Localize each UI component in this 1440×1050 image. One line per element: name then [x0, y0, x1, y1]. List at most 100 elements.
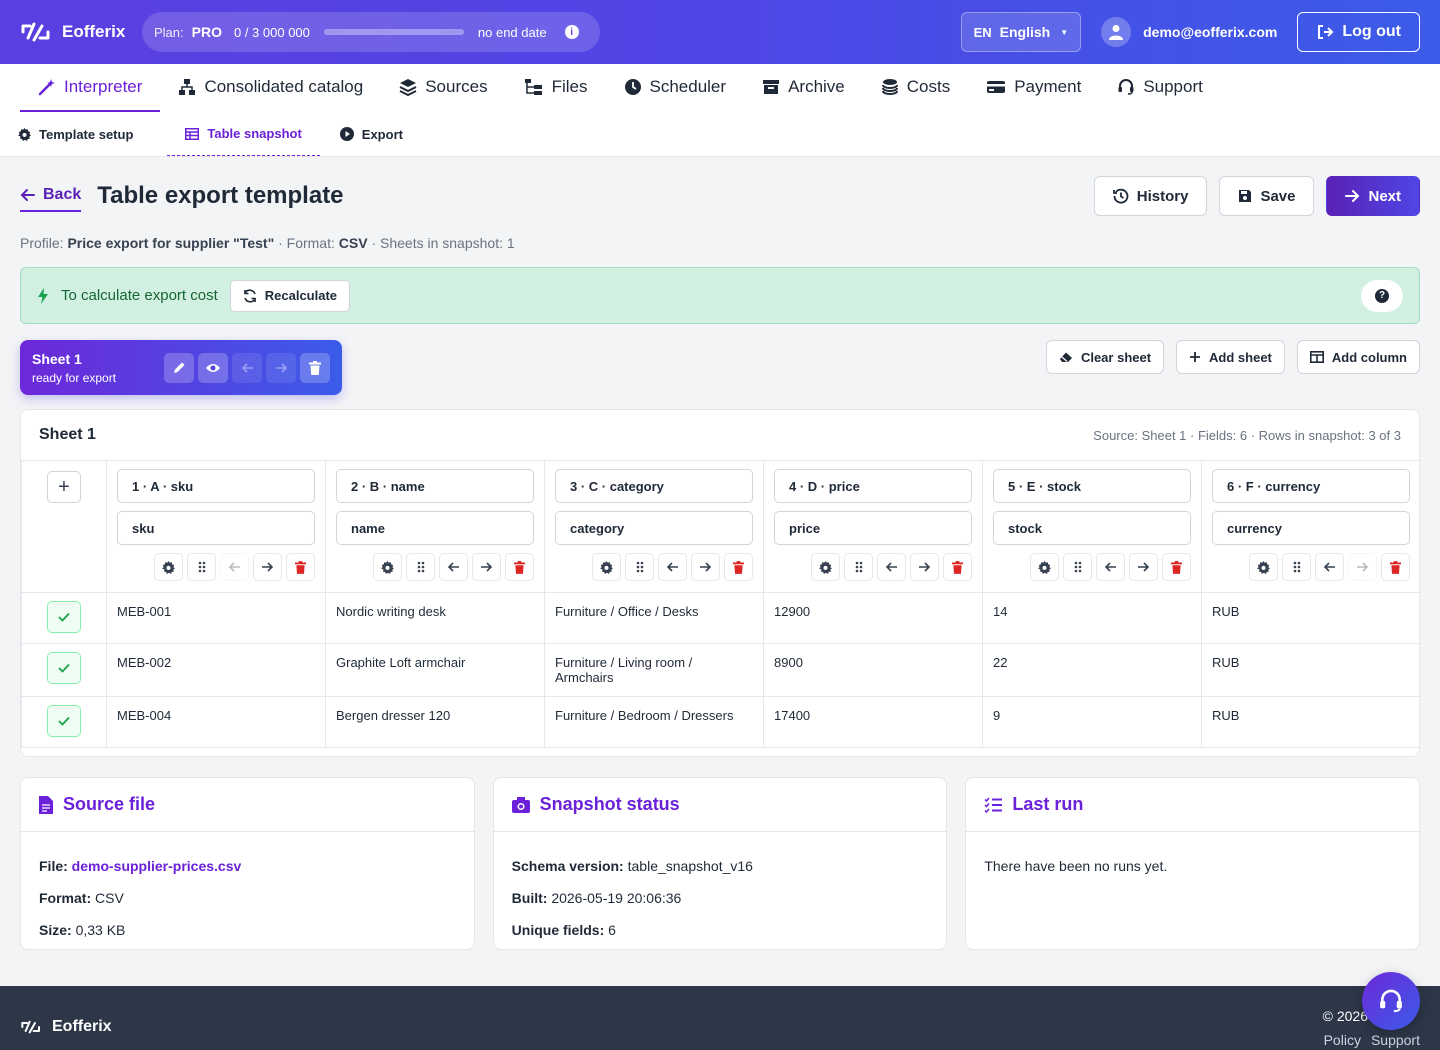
column-move-left-button[interactable]	[658, 553, 687, 581]
column-delete-button[interactable]	[505, 553, 534, 581]
column-field-input[interactable]: stock	[993, 511, 1191, 545]
column-drag-button[interactable]	[1063, 553, 1092, 581]
nav-consolidated-catalog[interactable]: Consolidated catalog	[160, 64, 381, 112]
nav-costs[interactable]: Costs	[863, 64, 968, 112]
column-settings-button[interactable]	[1030, 553, 1059, 581]
nav-interpreter[interactable]: Interpreter	[20, 64, 161, 112]
column-settings-button[interactable]	[811, 553, 840, 581]
sheet-tab[interactable]: Sheet 1 ready for export	[20, 340, 342, 395]
nav-sources[interactable]: Sources	[381, 64, 505, 112]
column-move-left-button[interactable]	[877, 553, 906, 581]
row-checkbox[interactable]	[47, 705, 81, 737]
column-title-field[interactable]: 4 · D · price	[774, 469, 972, 503]
table-cell[interactable]: Bergen dresser 120	[325, 696, 545, 748]
column-move-right-button[interactable]	[691, 553, 720, 581]
table-cell[interactable]: Furniture / Living room / Armchairs	[544, 643, 764, 697]
tab-export[interactable]: Export	[339, 112, 423, 156]
preview-sheet-button[interactable]	[198, 352, 228, 383]
nav-files[interactable]: Files	[506, 64, 606, 112]
table-cell[interactable]: 9	[982, 696, 1202, 748]
clear-sheet-button[interactable]: Clear sheet	[1045, 340, 1165, 374]
info-icon[interactable]: i	[564, 25, 579, 39]
column-delete-button[interactable]	[1162, 553, 1191, 581]
column-field-input[interactable]: currency	[1212, 511, 1410, 545]
brand-logo[interactable]: Eofferix	[20, 20, 142, 44]
footer-brand[interactable]: Eofferix	[20, 1018, 112, 1036]
table-cell[interactable]: 14	[982, 592, 1202, 644]
column-settings-button[interactable]	[592, 553, 621, 581]
support-chat-button[interactable]	[1362, 972, 1420, 1030]
table-cell[interactable]: Graphite Loft armchair	[325, 643, 545, 697]
column-move-right-button[interactable]	[472, 553, 501, 581]
save-button[interactable]: Save	[1219, 176, 1315, 216]
column-move-right-button[interactable]	[1129, 553, 1158, 581]
column-settings-button[interactable]	[154, 553, 183, 581]
table-cell[interactable]: Furniture / Bedroom / Dressers	[544, 696, 764, 748]
column-title-field[interactable]: 3 · C · category	[555, 469, 753, 503]
language-select[interactable]: EN English ▼	[960, 12, 1082, 52]
column-title-field[interactable]: 5 · E · stock	[993, 469, 1191, 503]
column-drag-button[interactable]	[1282, 553, 1311, 581]
move-sheet-right-button[interactable]	[266, 352, 296, 383]
add-sheet-button[interactable]: Add sheet	[1176, 340, 1285, 374]
recalculate-button[interactable]: Recalculate	[229, 279, 351, 312]
table-cell[interactable]: 17400	[763, 696, 983, 748]
add-column-button[interactable]: Add column	[1296, 340, 1420, 374]
column-settings-button[interactable]	[1249, 553, 1278, 581]
row-checkbox[interactable]	[47, 652, 81, 684]
column-drag-button[interactable]	[844, 553, 873, 581]
table-cell[interactable]: RUB	[1201, 643, 1419, 697]
tab-template-setup[interactable]: Template setup	[18, 112, 153, 156]
column-move-left-button[interactable]	[1315, 553, 1344, 581]
nav-payment[interactable]: Payment	[968, 64, 1099, 112]
column-title-field[interactable]: 1 · A · sku	[117, 469, 315, 503]
footer-policy-link[interactable]: Policy	[1323, 1032, 1361, 1048]
logout-button[interactable]: Log out	[1297, 12, 1420, 52]
user-menu[interactable]: demo@eofferix.com	[1101, 17, 1277, 47]
help-button[interactable]: ?	[1361, 279, 1403, 312]
column-move-right-button[interactable]	[253, 553, 282, 581]
column-title-field[interactable]: 2 · B · name	[336, 469, 534, 503]
column-drag-button[interactable]	[187, 553, 216, 581]
column-delete-button[interactable]	[943, 553, 972, 581]
back-button[interactable]: Back	[20, 186, 82, 212]
tab-table-snapshot[interactable]: Table snapshot	[167, 112, 320, 156]
delete-sheet-button[interactable]	[300, 352, 330, 383]
next-button[interactable]: Next	[1326, 176, 1420, 216]
nav-support[interactable]: Support	[1099, 64, 1221, 112]
source-file-link[interactable]: demo-supplier-prices.csv	[71, 858, 242, 874]
column-field-input[interactable]: name	[336, 511, 534, 545]
table-cell[interactable]: RUB	[1201, 696, 1419, 748]
column-move-right-button[interactable]	[910, 553, 939, 581]
column-field-input[interactable]: category	[555, 511, 753, 545]
column-move-left-button[interactable]	[220, 553, 249, 581]
footer-support-link[interactable]: Support	[1370, 1032, 1420, 1048]
column-move-left-button[interactable]	[439, 553, 468, 581]
table-cell[interactable]: MEB-001	[106, 592, 326, 644]
table-cell[interactable]: Nordic writing desk	[325, 592, 545, 644]
table-cell[interactable]: 22	[982, 643, 1202, 697]
column-field-input[interactable]: sku	[117, 511, 315, 545]
history-button[interactable]: History	[1093, 176, 1208, 216]
add-row-button[interactable]: +	[47, 471, 81, 503]
nav-scheduler[interactable]: Scheduler	[606, 64, 745, 112]
column-drag-button[interactable]	[625, 553, 654, 581]
column-move-left-button[interactable]	[1096, 553, 1125, 581]
column-field-input[interactable]: price	[774, 511, 972, 545]
column-delete-button[interactable]	[724, 553, 753, 581]
column-settings-button[interactable]	[373, 553, 402, 581]
edit-sheet-button[interactable]	[164, 352, 194, 383]
nav-archive[interactable]: Archive	[744, 64, 863, 112]
column-move-right-button[interactable]	[1348, 553, 1377, 581]
table-cell[interactable]: MEB-002	[106, 643, 326, 697]
move-sheet-left-button[interactable]	[232, 352, 262, 383]
column-delete-button[interactable]	[1381, 553, 1410, 581]
table-cell[interactable]: 12900	[763, 592, 983, 644]
column-delete-button[interactable]	[286, 553, 315, 581]
column-drag-button[interactable]	[406, 553, 435, 581]
table-cell[interactable]: 8900	[763, 643, 983, 697]
table-cell[interactable]: Furniture / Office / Desks	[544, 592, 764, 644]
column-title-field[interactable]: 6 · F · currency	[1212, 469, 1410, 503]
row-checkbox[interactable]	[47, 601, 81, 633]
table-cell[interactable]: RUB	[1201, 592, 1419, 644]
